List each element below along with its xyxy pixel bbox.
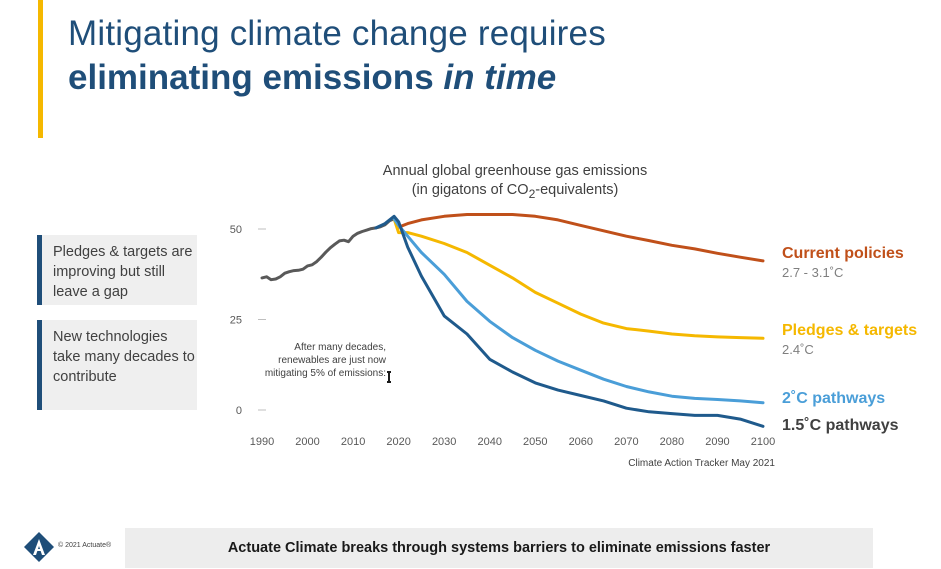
page-title: Mitigating climate change requires elimi… xyxy=(68,12,606,100)
renewables-marker xyxy=(387,371,391,383)
callout-technologies: New technologies take many decades to co… xyxy=(37,320,197,410)
legend-current-policies: Current policies 2.7 - 3.1˚C xyxy=(782,245,904,280)
chart-title-main: Annual global greenhouse gas emissions xyxy=(382,163,648,179)
axis-ticks: 1990 2000 2010 2020 2030 2040 2050 2060 2070 2080… xyxy=(230,224,775,448)
series-line-onefive_c xyxy=(374,214,765,428)
x-tick-label: 2070 xyxy=(614,436,638,448)
x-tick-label: 2050 xyxy=(523,436,547,448)
title-line-1: Mitigating climate change requires xyxy=(68,14,606,53)
series-line-historical xyxy=(260,217,396,282)
x-tick-label: 2090 xyxy=(705,436,729,448)
chart-subtitle-pre: (in gigatons of CO xyxy=(411,182,529,198)
legend-pledges-targets-range: 2.4˚C xyxy=(782,342,814,357)
legend-2c-pathways: 2˚C pathways xyxy=(782,390,885,408)
legend-pledges-targets: Pledges & targets 2.4˚C xyxy=(782,322,917,357)
annotation-line-3: mitigating 5% of emissions: xyxy=(264,368,386,379)
x-tick-label: 2100 xyxy=(751,436,775,448)
series-lines xyxy=(260,213,765,428)
legend-pledges-targets-name: Pledges & targets xyxy=(782,322,918,339)
chart-subtitle-post: -equivalents) xyxy=(535,182,619,198)
copyright-text: © 2021 Actuate® xyxy=(58,542,112,549)
callout-pledges: Pledges & targets are improving but stil… xyxy=(37,235,197,305)
renewables-annotation: After many decades, renewables are just … xyxy=(246,341,386,380)
x-tick-label: 2020 xyxy=(386,436,410,448)
x-tick-label: 2080 xyxy=(660,436,684,448)
x-tick-label: 2030 xyxy=(432,436,456,448)
series-line-pledges xyxy=(392,217,765,340)
x-tick-label: 2040 xyxy=(477,436,501,448)
title-bold: eliminating emissions xyxy=(68,58,444,97)
series-line-current xyxy=(392,213,765,263)
title-italic: in time xyxy=(443,58,557,97)
title-accent-bar xyxy=(38,0,43,138)
series-line-two_c xyxy=(392,217,765,405)
actuate-logo-icon xyxy=(24,532,54,562)
legend-current-policies-name: Current policies xyxy=(782,245,904,262)
x-tick-label: 1990 xyxy=(250,436,274,448)
annotation-line-2: renewables are just now xyxy=(278,355,386,366)
legend-15c-pathways-name: 1.5˚C pathways xyxy=(782,417,899,434)
chart-subtitle: (in gigatons of CO2-equivalents) xyxy=(330,181,700,204)
x-tick-label: 2000 xyxy=(295,436,319,448)
chart-subtitle-sub: 2 xyxy=(528,186,536,201)
chart-source: Climate Action Tracker May 2021 xyxy=(628,458,775,469)
legend-15c-pathways: 1.5˚C pathways xyxy=(782,417,898,435)
annotation-line-1: After many decades, xyxy=(294,342,386,353)
y-tick-label: 25 xyxy=(230,315,242,327)
title-line-2: eliminating emissions in time xyxy=(68,56,606,100)
y-tick-label: 0 xyxy=(236,405,242,417)
x-tick-label: 2060 xyxy=(569,436,593,448)
footer-banner: Actuate Climate breaks through systems b… xyxy=(125,528,873,568)
legend-current-policies-range: 2.7 - 3.1˚C xyxy=(782,265,844,280)
legend-2c-pathways-name: 2˚C pathways xyxy=(782,390,886,407)
x-tick-label: 2010 xyxy=(341,436,365,448)
renewables-share-marker xyxy=(387,371,391,383)
chart-title: Annual global greenhouse gas emissions (… xyxy=(330,162,700,204)
y-tick-label: 50 xyxy=(230,224,242,236)
